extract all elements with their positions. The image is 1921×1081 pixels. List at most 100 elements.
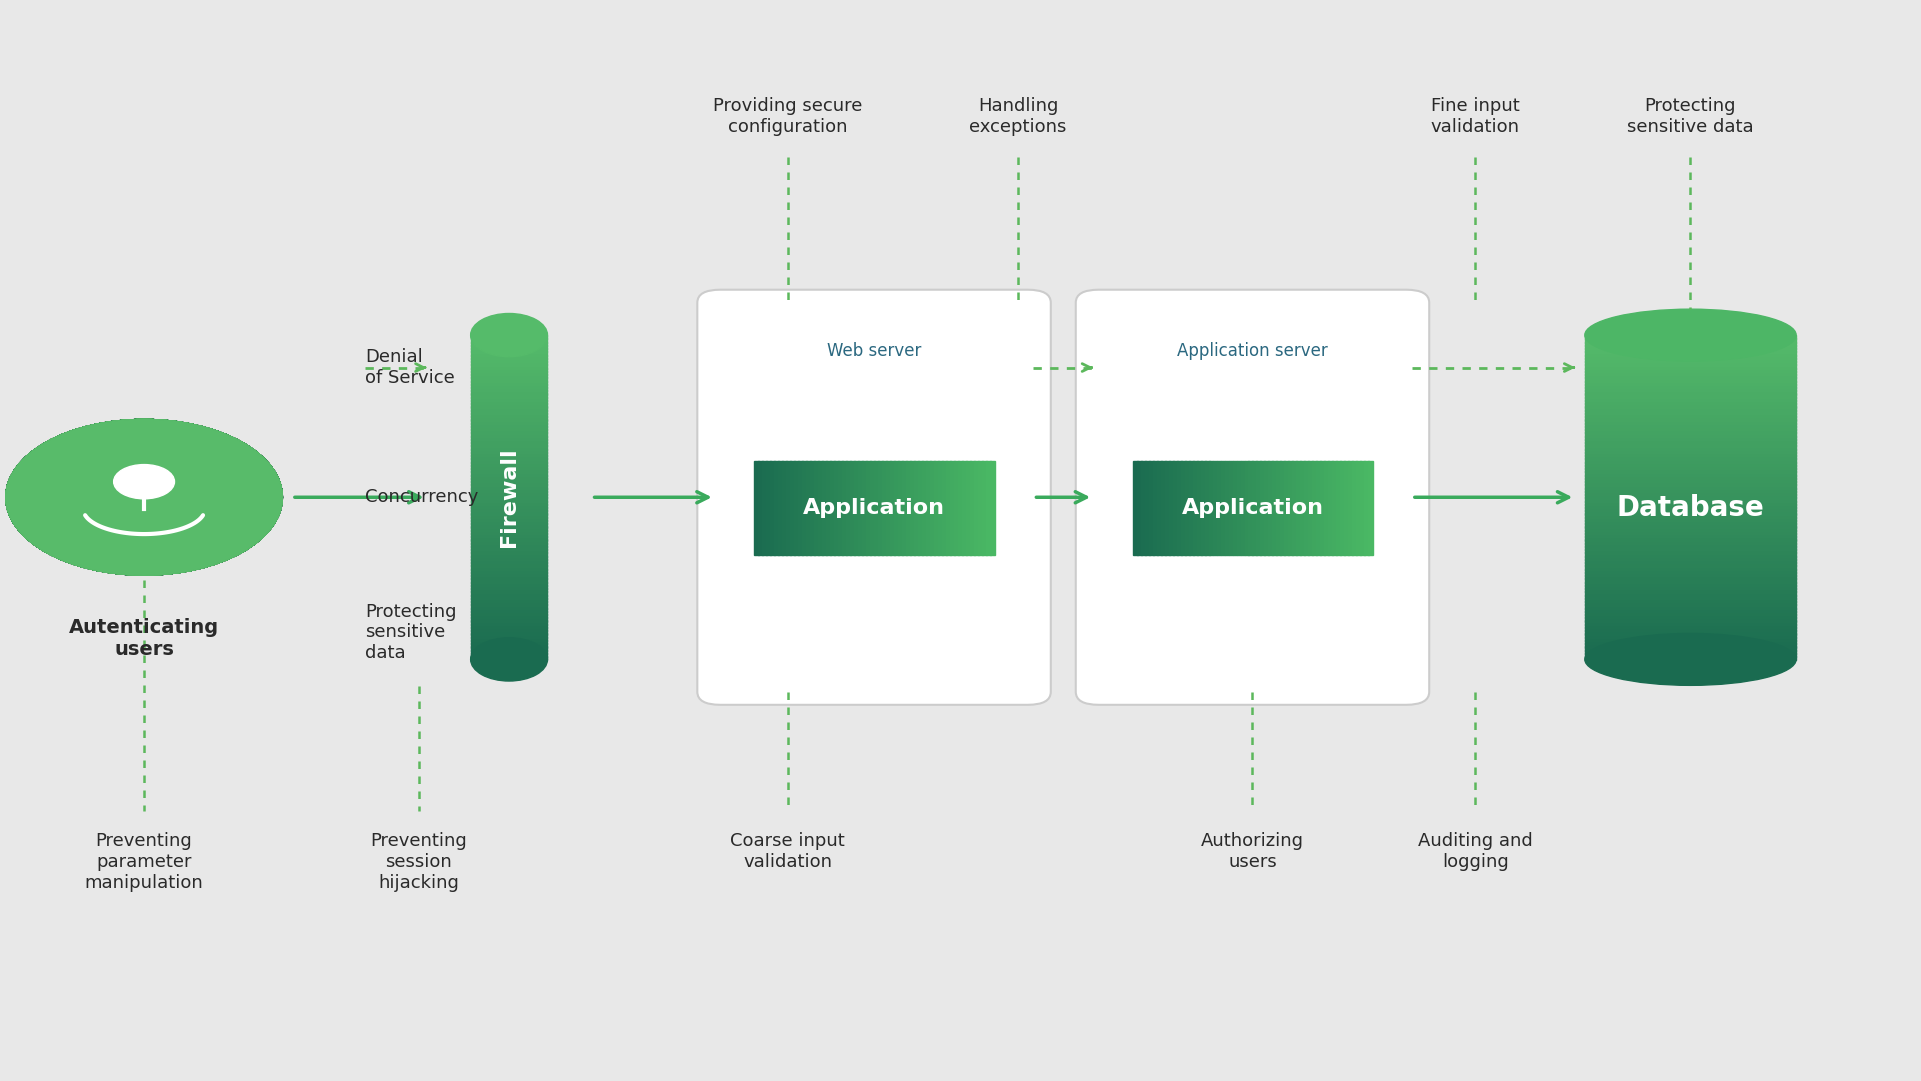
Bar: [1585, 429, 1796, 433]
Bar: [1585, 368, 1796, 372]
Bar: [471, 494, 547, 498]
Bar: [471, 429, 547, 433]
Circle shape: [6, 419, 282, 575]
Circle shape: [6, 419, 282, 575]
Bar: [471, 406, 547, 411]
Bar: [1260, 462, 1266, 555]
Bar: [471, 452, 547, 456]
Text: Preventing
session
hijacking: Preventing session hijacking: [371, 832, 467, 892]
Bar: [903, 462, 907, 555]
Bar: [1585, 494, 1796, 498]
Bar: [471, 410, 547, 414]
Bar: [1585, 646, 1796, 651]
Bar: [1585, 458, 1796, 463]
Text: Coarse input
validation: Coarse input validation: [730, 832, 845, 871]
Bar: [763, 462, 766, 555]
Circle shape: [6, 419, 282, 575]
Bar: [1585, 633, 1796, 638]
Text: Authorizing
users: Authorizing users: [1201, 832, 1304, 871]
Bar: [759, 462, 763, 555]
Circle shape: [6, 419, 282, 575]
Bar: [786, 462, 791, 555]
Bar: [1149, 462, 1153, 555]
Bar: [1585, 536, 1796, 540]
Bar: [811, 462, 815, 555]
Text: Web server: Web server: [826, 343, 922, 360]
Bar: [1212, 462, 1218, 555]
Bar: [1368, 462, 1374, 555]
Circle shape: [6, 419, 282, 575]
Bar: [1585, 640, 1796, 644]
Bar: [911, 462, 914, 555]
Bar: [471, 497, 547, 502]
Bar: [1172, 462, 1178, 555]
Bar: [807, 462, 811, 555]
Text: Preventing
parameter
manipulation: Preventing parameter manipulation: [85, 832, 204, 892]
Bar: [1272, 462, 1277, 555]
Bar: [1585, 397, 1796, 401]
Bar: [471, 462, 547, 466]
Bar: [1585, 533, 1796, 537]
Bar: [471, 569, 547, 573]
Bar: [471, 436, 547, 440]
Bar: [471, 513, 547, 518]
Bar: [471, 526, 547, 531]
Bar: [1585, 345, 1796, 349]
Bar: [974, 462, 980, 555]
Bar: [1585, 342, 1796, 346]
Circle shape: [6, 419, 282, 575]
Bar: [1585, 351, 1796, 356]
Bar: [866, 462, 870, 555]
Bar: [966, 462, 970, 555]
FancyBboxPatch shape: [1076, 290, 1429, 705]
Bar: [471, 338, 547, 343]
Circle shape: [6, 419, 282, 575]
Bar: [1176, 462, 1181, 555]
Circle shape: [6, 419, 282, 575]
Circle shape: [471, 313, 547, 357]
Circle shape: [6, 419, 282, 575]
Bar: [471, 478, 547, 482]
Bar: [1585, 471, 1796, 476]
Circle shape: [6, 419, 282, 575]
Bar: [1249, 462, 1254, 555]
Circle shape: [6, 419, 282, 575]
Bar: [471, 504, 547, 508]
Circle shape: [6, 419, 282, 575]
Bar: [782, 462, 788, 555]
Bar: [1185, 462, 1189, 555]
Bar: [797, 462, 803, 555]
Bar: [1585, 556, 1796, 560]
Bar: [1356, 462, 1362, 555]
Bar: [1585, 585, 1796, 589]
Bar: [1585, 501, 1796, 505]
Bar: [1585, 611, 1796, 615]
Bar: [471, 562, 547, 566]
Circle shape: [6, 419, 282, 575]
Bar: [978, 462, 984, 555]
Bar: [1585, 468, 1796, 472]
Bar: [471, 342, 547, 346]
Bar: [970, 462, 976, 555]
Bar: [471, 507, 547, 511]
Bar: [1585, 637, 1796, 641]
Bar: [1585, 575, 1796, 579]
Bar: [471, 445, 547, 450]
Bar: [471, 358, 547, 362]
Bar: [471, 432, 547, 437]
Bar: [1585, 475, 1796, 479]
Circle shape: [6, 419, 282, 575]
Bar: [934, 462, 939, 555]
Bar: [1268, 462, 1274, 555]
Bar: [471, 397, 547, 401]
Text: Protecting
sensitive
data: Protecting sensitive data: [365, 602, 457, 663]
Bar: [841, 462, 847, 555]
Bar: [1585, 630, 1796, 635]
Bar: [878, 462, 884, 555]
Bar: [471, 371, 547, 375]
Bar: [1304, 462, 1310, 555]
Bar: [893, 462, 899, 555]
Bar: [471, 413, 547, 417]
Bar: [1585, 620, 1796, 625]
Circle shape: [6, 419, 282, 575]
